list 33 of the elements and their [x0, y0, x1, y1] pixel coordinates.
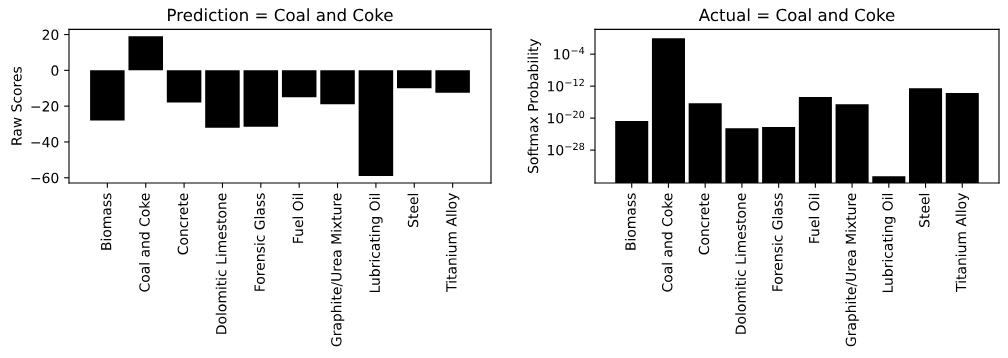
y-axis-title: Softmax Probability	[527, 38, 541, 173]
x-tick-label: Steel	[918, 193, 930, 227]
y-tick-label: 10$^{−28}$	[548, 142, 585, 156]
x-tick-label: Dolomitic Limestone	[215, 193, 227, 334]
x-tick-label: Fuel Oil	[292, 193, 304, 243]
x-tick-label: Biomass	[100, 193, 112, 250]
x-tick-label: Graphite/Urea Mixture	[330, 193, 345, 347]
y-tick-label: 0	[51, 65, 59, 76]
y-tick-label: 10$^{−20}$	[548, 110, 585, 124]
x-tick-label: Graphite/Urea Mixture	[845, 193, 859, 347]
x-tick-label: Dolomitic Limestone	[735, 193, 746, 334]
y-tick-label: 10$^{−4}$	[554, 46, 585, 60]
x-tick-label: Titanium Alloy	[955, 193, 969, 292]
chart-title: Prediction = Coal and Coke	[168, 8, 393, 22]
x-tick-label: Lubricating Oil	[369, 193, 383, 293]
y-tick-label: 10$^{−12}$	[548, 78, 584, 92]
x-tick-label: Titanium Alloy	[445, 193, 460, 292]
x-tick-label: Concrete	[177, 193, 189, 255]
y-tick-label: −60	[31, 172, 59, 184]
chart-title: Actual = Coal and Coke	[698, 8, 895, 22]
x-tick-label: Coal and Coke	[661, 193, 673, 292]
x-tick-label: Biomass	[625, 193, 636, 250]
y-axis-title: Raw Scores	[11, 66, 22, 145]
x-tick-label: Forensic Glass	[771, 193, 783, 291]
x-tick-label: Steel	[407, 193, 419, 227]
x-tick-label: Forensic Glass	[254, 193, 265, 291]
y-tick-label: 20	[42, 29, 59, 41]
y-tick-label: −40	[31, 136, 59, 148]
x-tick-label: Coal and Coke	[139, 193, 150, 292]
y-tick-label: −20	[31, 101, 59, 112]
x-tick-label: Lubricating Oil	[882, 193, 896, 293]
x-tick-label: Concrete	[698, 193, 710, 255]
x-tick-label: Fuel Oil	[808, 193, 820, 243]
